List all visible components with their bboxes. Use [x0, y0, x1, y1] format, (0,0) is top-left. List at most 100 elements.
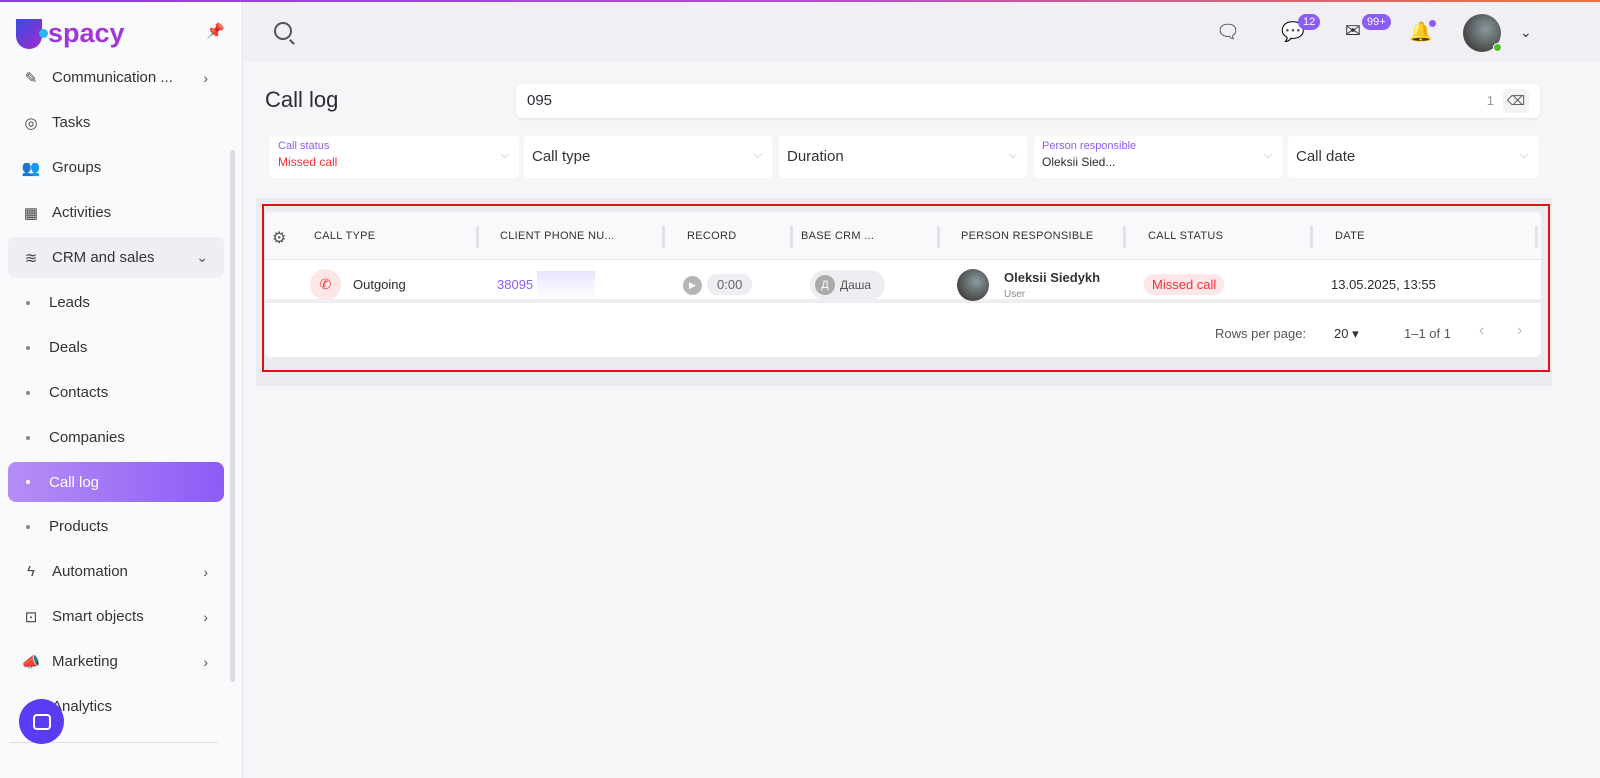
- sidebar-item-groups[interactable]: 👥 Groups: [8, 145, 224, 190]
- sidebar-nav: ✎ Communication ... › ◎ Tasks 👥 Groups ▦ Activit…: [8, 55, 224, 729]
- top-accent-line: [0, 0, 1600, 2]
- chevron-down-icon: ⌵: [1008, 149, 1017, 161]
- chevron-icon: ›: [203, 563, 208, 580]
- call-log-table: ⚙ CALL TYPE CLIENT PHONE NU... RECORD BASE …: [265, 212, 1541, 357]
- column-header[interactable]: CALL TYPE: [314, 230, 376, 242]
- filter-call-status[interactable]: Call status Missed call ⌵: [270, 136, 519, 178]
- sidebar-item-contacts[interactable]: Contacts: [8, 370, 224, 415]
- sidebar-item-deals[interactable]: Deals: [8, 325, 224, 370]
- next-page-button[interactable]: ›: [1517, 322, 1523, 339]
- sidebar-item-activities[interactable]: ▦ Activities: [8, 190, 224, 235]
- sidebar-item-label: Smart objects: [52, 608, 144, 625]
- call-date: 13.05.2025, 13:55: [1331, 277, 1436, 292]
- rows-per-page-select[interactable]: 20 ▾: [1334, 326, 1359, 341]
- chat-icon: [32, 713, 51, 730]
- filter-person-responsible[interactable]: Person responsible Oleksii Sied... ⌵: [1034, 136, 1282, 178]
- page-title: Call log: [265, 87, 339, 112]
- call-type: Outgoing: [353, 277, 406, 292]
- table-header: ⚙ CALL TYPE CLIENT PHONE NU... RECORD BASE …: [265, 212, 1541, 260]
- mail-icon[interactable]: ✉: [1345, 21, 1361, 42]
- sidebar-item-crm-and-sales[interactable]: ≋ CRM and sales ⌄: [8, 237, 224, 278]
- column-header[interactable]: PERSON RESPONSIBLE: [961, 230, 1094, 242]
- column-resize-handle[interactable]: [1535, 226, 1538, 248]
- chevron-down-icon[interactable]: ⌄: [1520, 24, 1532, 40]
- status-badge: Missed call: [1144, 274, 1225, 295]
- settings-gear-icon[interactable]: ⚙: [272, 230, 287, 247]
- sidebar-item-leads[interactable]: Leads: [8, 280, 224, 325]
- bullet: [26, 390, 30, 395]
- sidebar-item-label: Tasks: [52, 114, 91, 131]
- column-resize-handle[interactable]: [662, 226, 665, 248]
- sidebar-item-call-log[interactable]: Call log: [8, 462, 224, 502]
- sidebar-item-label: Activities: [52, 204, 112, 221]
- pagination-range: 1–1 of 1: [1404, 326, 1451, 341]
- bullet: [26, 480, 30, 484]
- chevron-down-icon: ⌵: [1263, 149, 1272, 161]
- play-icon[interactable]: ▶: [683, 276, 702, 295]
- notification-dot: [1429, 20, 1436, 27]
- filter-call-type[interactable]: Call type ⌵: [524, 136, 772, 178]
- column-header[interactable]: DATE: [1335, 230, 1365, 242]
- sidebar-item-label: Call log: [49, 473, 100, 491]
- eraser-icon: ⌫: [1506, 93, 1526, 108]
- sidebar-item-communication[interactable]: ✎ Communication ... ›: [8, 55, 224, 100]
- filter-duration[interactable]: Duration ⌵: [779, 136, 1027, 178]
- chats-icon[interactable]: 💬: [1281, 22, 1305, 43]
- prev-page-button[interactable]: ‹: [1479, 322, 1485, 339]
- sidebar-item-label: Groups: [52, 159, 102, 176]
- pin-icon[interactable]: 📌: [206, 23, 225, 40]
- sidebar-item-companies[interactable]: Companies: [8, 415, 224, 460]
- redacted-phone: [537, 271, 595, 299]
- sidebar-item-label: Analytics: [52, 698, 113, 715]
- column-header[interactable]: BASE CRM ...: [801, 230, 875, 242]
- chevron-icon: ⌄: [196, 249, 208, 265]
- column-resize-handle[interactable]: [790, 226, 793, 248]
- sidebar-item-label: Communication ...: [52, 69, 173, 86]
- sidebar-item-tasks[interactable]: ◎ Tasks: [8, 100, 224, 145]
- outgoing-call-icon: ✆: [310, 269, 341, 300]
- sidebar-item-label: Contacts: [49, 384, 109, 401]
- mail-badge: 99+: [1362, 14, 1391, 30]
- megaphone-icon: 📣: [21, 653, 41, 671]
- column-header[interactable]: RECORD: [687, 230, 737, 242]
- divider: [10, 742, 218, 743]
- column-header[interactable]: CLIENT PHONE NU...: [500, 230, 615, 242]
- client-phone-link[interactable]: 38095: [497, 277, 534, 292]
- crm-entity-chip[interactable]: Д Даша: [810, 270, 885, 300]
- check-circle-icon: ◎: [24, 114, 38, 132]
- column-resize-handle[interactable]: [1310, 226, 1313, 248]
- bullet: [26, 300, 30, 305]
- filter-call-date[interactable]: Call date ⌵: [1288, 136, 1538, 178]
- search-count: 1: [1486, 93, 1494, 108]
- search-icon[interactable]: [274, 22, 292, 40]
- chevron-down-icon: ⌵: [1519, 149, 1528, 161]
- sidebar-item-marketing[interactable]: 📣 Marketing ›: [8, 639, 224, 684]
- column-resize-handle[interactable]: [937, 226, 940, 248]
- sidebar-scrollbar[interactable]: [230, 150, 235, 682]
- chevron-icon: ›: [203, 608, 208, 625]
- scan-icon: ⊡: [24, 608, 38, 626]
- search-input[interactable]: 095 1 ⌫: [516, 84, 1540, 118]
- sidebar-item-products[interactable]: Products: [8, 504, 224, 549]
- table-row[interactable]: ✆ Outgoing 38095 ▶ 0:00 Д Даша Oleksii S…: [265, 261, 1541, 303]
- bell-icon[interactable]: 🔔: [1409, 22, 1433, 43]
- highlight-box: [262, 204, 1550, 372]
- clear-search-button[interactable]: ⌫: [1503, 89, 1529, 113]
- funnel-icon: ≋: [24, 249, 38, 267]
- sidebar: spacy 📌 ✎ Communication ... › ◎ Tasks 👥 Groups…: [0, 2, 243, 778]
- sidebar-item-smart-objects[interactable]: ⊡ Smart objects ›: [8, 594, 224, 639]
- chats-badge: 12: [1298, 14, 1321, 30]
- column-resize-handle[interactable]: [1123, 226, 1126, 248]
- column-resize-handle[interactable]: [476, 226, 479, 248]
- support-chat-button[interactable]: [19, 699, 64, 744]
- calendar-icon: ▦: [23, 204, 39, 222]
- logo[interactable]: spacy: [16, 18, 125, 49]
- users-icon: 👥: [21, 159, 41, 177]
- chevron-down-icon: ⌵: [753, 149, 762, 161]
- person-name[interactable]: Oleksii Siedykh: [1004, 270, 1101, 285]
- chevron-icon: ›: [203, 653, 208, 670]
- comment-icon[interactable]: 🗨: [1216, 22, 1241, 43]
- column-header[interactable]: CALL STATUS: [1148, 230, 1224, 242]
- record-duration: 0:00: [707, 274, 753, 295]
- sidebar-item-automation[interactable]: ϟ Automation ›: [8, 549, 224, 594]
